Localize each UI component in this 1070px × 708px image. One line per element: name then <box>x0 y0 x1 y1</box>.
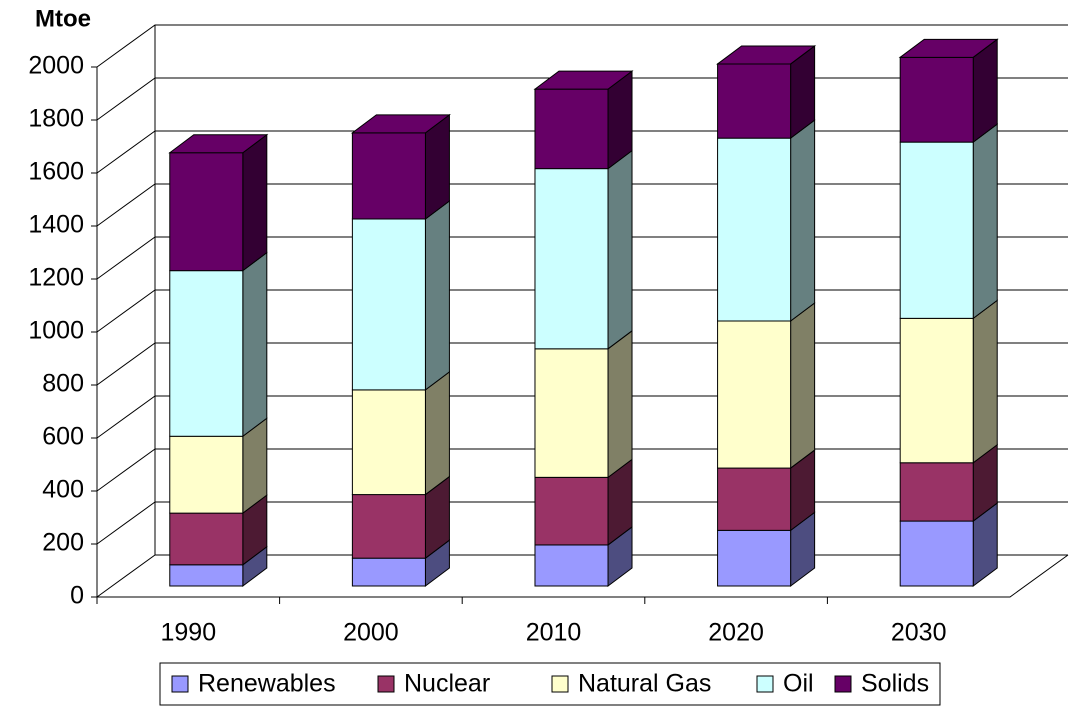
y-tick-label: 1800 <box>28 105 84 133</box>
bar-top <box>898 38 999 58</box>
bar <box>169 270 244 437</box>
bar <box>717 467 792 531</box>
bar <box>899 317 974 464</box>
bar <box>534 88 609 170</box>
x-tick-label: 1990 <box>160 619 216 647</box>
y-tick-label: 200 <box>42 529 84 557</box>
y-tick-label: 1600 <box>28 158 84 186</box>
x-tick-label: 2000 <box>343 619 399 647</box>
bar-side <box>607 149 633 350</box>
bar <box>534 476 609 546</box>
legend-swatch <box>171 675 189 693</box>
legend-swatch <box>377 675 395 693</box>
bar <box>899 462 974 522</box>
bar <box>717 137 792 322</box>
legend-label: Solids <box>861 670 929 698</box>
y-tick-label: 800 <box>42 370 84 398</box>
bar <box>351 218 426 391</box>
legend-swatch <box>551 675 569 693</box>
legend-swatch <box>834 675 852 693</box>
bar-side <box>790 119 816 322</box>
x-tick-label: 2020 <box>708 619 764 647</box>
legend-box <box>159 662 941 706</box>
legend-label: Nuclear <box>404 670 490 698</box>
bar <box>351 494 426 559</box>
bar-top <box>716 45 817 65</box>
y-tick-label: 1200 <box>28 264 84 292</box>
bar <box>351 132 426 220</box>
bar <box>534 544 609 587</box>
bar-top <box>168 134 269 154</box>
bar <box>534 348 609 478</box>
x-tick-label: 2010 <box>526 619 582 647</box>
bar <box>899 141 974 319</box>
legend-label: Oil <box>783 670 814 698</box>
bar <box>169 512 244 566</box>
legend-label: Natural Gas <box>578 670 711 698</box>
bar-side <box>424 199 450 391</box>
legend: Renewables Nuclear Natural Gas Oil Solids <box>159 662 941 706</box>
bar-side <box>242 133 268 272</box>
bar-side <box>972 123 998 320</box>
y-tick-label: 0 <box>70 582 84 610</box>
bar-side <box>424 370 450 496</box>
y-tick-label: 2000 <box>28 52 84 80</box>
bar <box>717 320 792 469</box>
bar-side <box>607 329 633 479</box>
y-axis-label: Mtoe <box>35 5 91 32</box>
y-tick-label: 400 <box>42 476 84 504</box>
bar <box>899 56 974 143</box>
bar <box>717 63 792 139</box>
y-tick-label: 1400 <box>28 211 84 239</box>
y-tick-label: 1000 <box>28 317 84 345</box>
bar <box>717 529 792 587</box>
bar <box>169 564 244 587</box>
bar-top <box>533 70 634 90</box>
bar <box>351 557 426 587</box>
bar-side <box>790 302 816 470</box>
y-tick-label: 600 <box>42 423 84 451</box>
bar <box>169 152 244 272</box>
x-tick-label: 2030 <box>891 619 947 647</box>
bar <box>534 168 609 350</box>
bar <box>899 520 974 587</box>
grid-line <box>96 24 1068 68</box>
bar <box>351 389 426 496</box>
bar-top <box>350 114 451 134</box>
legend-label: Renewables <box>198 670 336 698</box>
bar <box>169 435 244 514</box>
bar-side <box>972 299 998 464</box>
legend-swatch <box>756 675 774 693</box>
bar-side <box>242 251 268 438</box>
